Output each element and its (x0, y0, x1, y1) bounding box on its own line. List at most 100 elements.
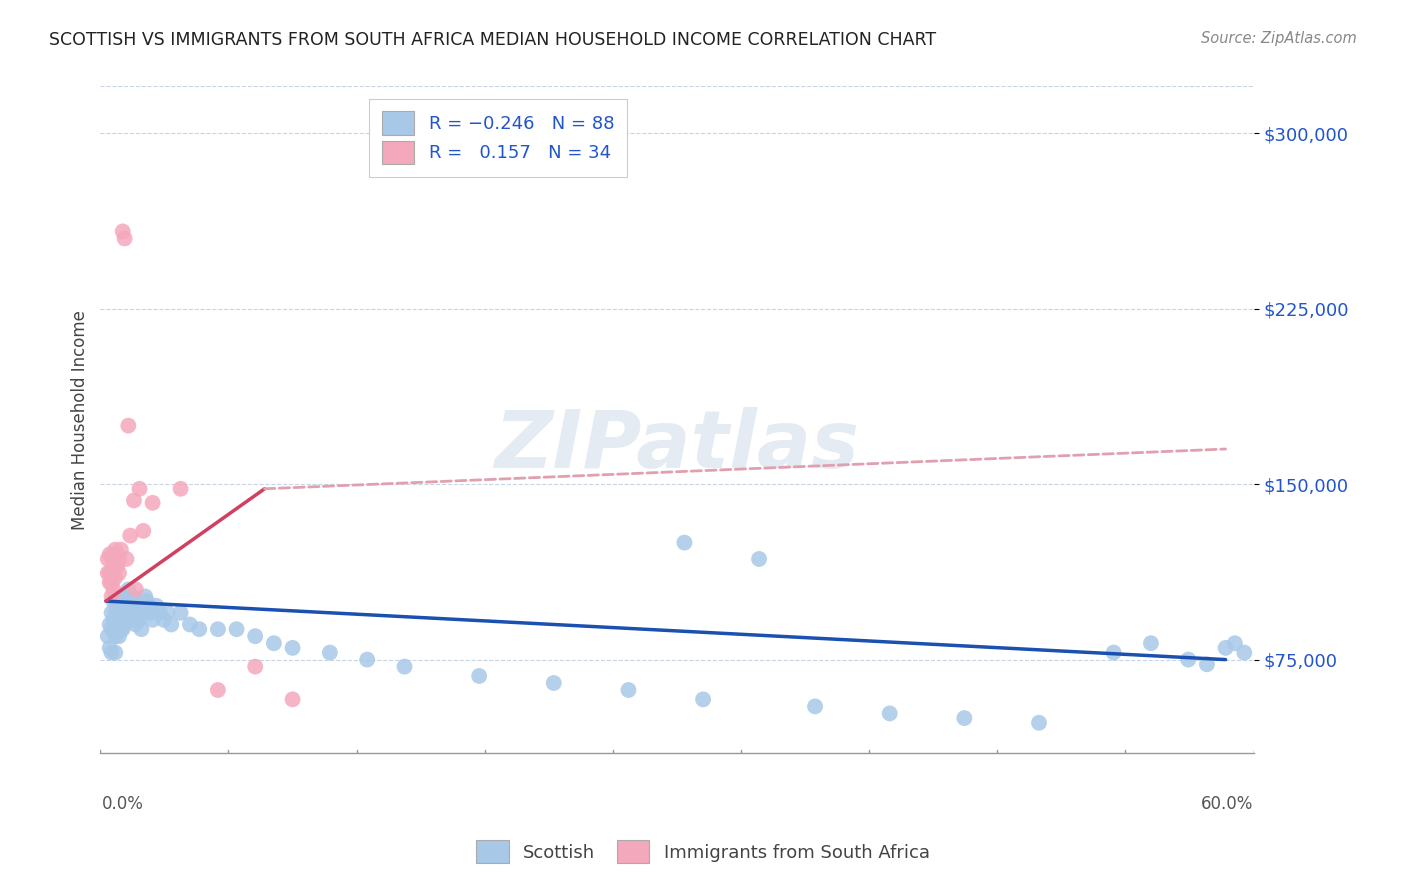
Point (108, 552, 131, 566)
Point (114, 590, 136, 604)
Point (115, 603, 138, 617)
Point (114, 231, 136, 245)
Point (98, 575, 121, 590)
Point (117, 613, 139, 627)
Point (111, 594, 134, 608)
Point (115, 552, 138, 566)
Point (103, 594, 125, 608)
Point (468, 669, 491, 683)
Point (692, 692, 714, 706)
Point (100, 566, 122, 580)
Point (169, 606, 191, 620)
Point (111, 622, 134, 636)
Point (100, 622, 122, 636)
Point (120, 594, 142, 608)
Point (117, 582, 139, 597)
Point (114, 599, 136, 613)
Point (104, 646, 127, 660)
Point (115, 613, 138, 627)
Point (103, 547, 125, 561)
Point (104, 606, 127, 620)
Point (1028, 715, 1050, 730)
Point (104, 571, 127, 585)
Point (97, 552, 120, 566)
Point (110, 594, 132, 608)
Point (132, 606, 155, 620)
Legend: R = −0.246   N = 88, R =   0.157   N = 34: R = −0.246 N = 88, R = 0.157 N = 34 (370, 99, 627, 177)
Point (110, 622, 132, 636)
Point (804, 699, 827, 714)
Point (105, 599, 128, 613)
Point (100, 575, 122, 590)
Point (673, 535, 696, 549)
Point (105, 547, 128, 561)
Point (1215, 640, 1237, 655)
Point (134, 590, 156, 604)
Point (98, 547, 121, 561)
Point (108, 566, 131, 580)
Point (128, 482, 150, 496)
Point (103, 582, 125, 597)
Point (225, 622, 247, 636)
Point (125, 582, 148, 597)
Text: 0.0%: 0.0% (103, 796, 143, 814)
Point (394, 659, 416, 673)
Point (122, 594, 145, 608)
Point (104, 559, 127, 574)
Point (188, 622, 211, 636)
Point (120, 528, 142, 542)
Point (142, 613, 165, 627)
Point (245, 629, 267, 643)
Point (114, 606, 136, 620)
Point (127, 606, 149, 620)
Point (97, 629, 120, 643)
Point (121, 606, 143, 620)
Point (245, 659, 267, 673)
Point (617, 683, 640, 698)
Point (207, 622, 229, 636)
Point (114, 617, 136, 632)
Point (543, 676, 565, 690)
Point (98, 640, 121, 655)
Point (1223, 636, 1246, 650)
Point (125, 617, 148, 632)
Point (125, 599, 148, 613)
Point (1140, 636, 1163, 650)
Point (156, 606, 179, 620)
Point (108, 629, 131, 643)
Point (121, 590, 143, 604)
Y-axis label: Median Household Income: Median Household Income (72, 310, 89, 530)
Text: ZIPatlas: ZIPatlas (495, 408, 859, 485)
Point (142, 496, 165, 510)
Point (128, 613, 150, 627)
Point (103, 566, 125, 580)
Point (152, 613, 174, 627)
Point (108, 590, 131, 604)
Point (1233, 646, 1256, 660)
Point (108, 599, 131, 613)
Point (111, 224, 134, 238)
Point (748, 552, 770, 566)
Point (149, 606, 172, 620)
Point (1177, 652, 1199, 666)
Point (104, 629, 127, 643)
Point (103, 613, 125, 627)
Point (207, 683, 229, 698)
Point (97, 566, 120, 580)
Point (145, 599, 167, 613)
Point (100, 552, 122, 566)
Point (98, 617, 121, 632)
Text: Source: ZipAtlas.com: Source: ZipAtlas.com (1201, 31, 1357, 46)
Point (110, 613, 132, 627)
Point (111, 613, 134, 627)
Point (100, 590, 122, 604)
Point (138, 599, 160, 613)
Point (1195, 657, 1218, 672)
Text: SCOTTISH VS IMMIGRANTS FROM SOUTH AFRICA MEDIAN HOUSEHOLD INCOME CORRELATION CHA: SCOTTISH VS IMMIGRANTS FROM SOUTH AFRICA… (49, 31, 936, 49)
Point (169, 482, 191, 496)
Point (105, 613, 128, 627)
Point (160, 617, 183, 632)
Point (139, 606, 162, 620)
Legend: Scottish, Immigrants from South Africa: Scottish, Immigrants from South Africa (467, 831, 939, 872)
Point (105, 622, 128, 636)
